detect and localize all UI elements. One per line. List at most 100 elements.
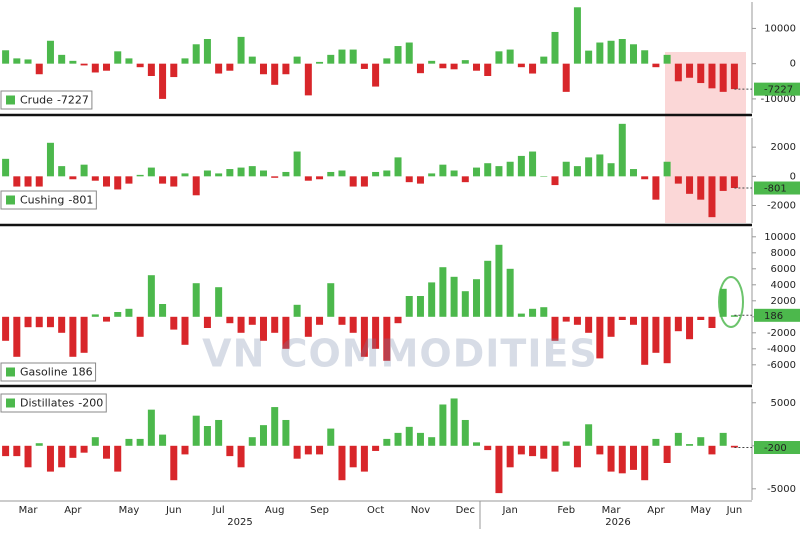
legend-box	[0, 362, 97, 382]
bar	[573, 7, 581, 64]
x-tick-label: Aug	[265, 505, 285, 516]
bar	[506, 445, 514, 468]
bar	[450, 63, 458, 70]
bar	[215, 287, 223, 317]
bar	[405, 42, 413, 64]
bar	[719, 63, 727, 92]
bar	[473, 279, 481, 317]
legend-label: Cushing -801	[20, 194, 93, 207]
legend-swatch	[6, 367, 15, 377]
bar	[517, 155, 525, 177]
bar	[585, 316, 593, 333]
bar	[114, 51, 122, 64]
bar	[13, 445, 21, 457]
bar	[416, 176, 424, 184]
bar	[372, 63, 380, 87]
bar	[405, 296, 413, 317]
bar	[663, 54, 671, 64]
bar	[125, 58, 133, 64]
bar	[596, 42, 604, 64]
legend-swatch	[6, 95, 15, 105]
bar	[327, 283, 335, 317]
bar	[540, 56, 548, 64]
bar	[215, 419, 223, 446]
bar	[416, 432, 424, 446]
y-tick-label: 5000	[771, 398, 796, 409]
y-tick-label: 10000	[764, 232, 796, 243]
bar	[147, 63, 155, 76]
bar	[293, 56, 301, 64]
bar	[80, 316, 88, 353]
bar	[69, 445, 77, 458]
bar	[170, 445, 178, 481]
bar	[596, 445, 604, 455]
bar	[495, 244, 503, 317]
bar	[461, 419, 469, 446]
bar	[372, 171, 380, 177]
bar	[338, 170, 346, 177]
bar	[450, 276, 458, 317]
bar	[125, 176, 133, 184]
bar	[125, 438, 133, 446]
bar	[652, 438, 660, 446]
bar	[562, 441, 570, 446]
bar	[562, 161, 570, 177]
bar	[372, 316, 380, 349]
bar	[248, 316, 256, 325]
last-value-label: -200	[764, 443, 787, 454]
bar	[383, 438, 391, 446]
bar	[114, 176, 122, 190]
bar	[46, 142, 54, 177]
bar	[652, 176, 660, 200]
y-tick-label: 2000	[771, 296, 796, 307]
x-tick-label: Apr	[64, 505, 82, 516]
legend: Crude -7227	[0, 90, 93, 110]
legend-name: Gasoline	[20, 366, 68, 379]
bar	[237, 36, 245, 64]
bar	[607, 316, 615, 337]
x-tick-label: Jan	[501, 505, 517, 516]
bar	[259, 63, 267, 75]
bar	[730, 63, 738, 90]
bar	[159, 63, 167, 99]
bar	[585, 424, 593, 446]
last-value-label: 186	[764, 311, 783, 322]
bar	[159, 176, 167, 184]
bar	[271, 176, 279, 178]
bar	[103, 176, 111, 187]
bar	[327, 171, 335, 177]
watermark: VN COMMODITIES	[202, 332, 598, 376]
bar	[540, 307, 548, 317]
bar	[91, 314, 99, 317]
bar	[517, 313, 525, 317]
bar	[573, 316, 581, 325]
bar	[383, 316, 391, 361]
y-tick-label: 8000	[771, 248, 796, 259]
bar	[529, 63, 537, 74]
bar	[304, 445, 312, 455]
bar	[629, 44, 637, 64]
bar	[293, 304, 301, 317]
bar	[618, 123, 626, 177]
y-tick-label: -5000	[767, 484, 796, 495]
bar	[484, 163, 492, 177]
last-value-box	[754, 308, 800, 322]
bar	[136, 316, 144, 337]
bar	[697, 63, 705, 84]
bar	[136, 174, 144, 177]
bar	[484, 260, 492, 317]
bar	[192, 283, 200, 317]
bar	[136, 438, 144, 446]
x-group-label: 2026	[605, 517, 630, 528]
bar	[293, 445, 301, 459]
bar	[215, 173, 223, 177]
bar	[663, 445, 671, 463]
bar	[259, 425, 267, 446]
bar	[686, 316, 694, 340]
x-tick-label: Apr	[647, 505, 665, 516]
bar	[80, 63, 88, 66]
bar	[641, 445, 649, 481]
bar	[394, 432, 402, 446]
bar	[629, 169, 637, 177]
